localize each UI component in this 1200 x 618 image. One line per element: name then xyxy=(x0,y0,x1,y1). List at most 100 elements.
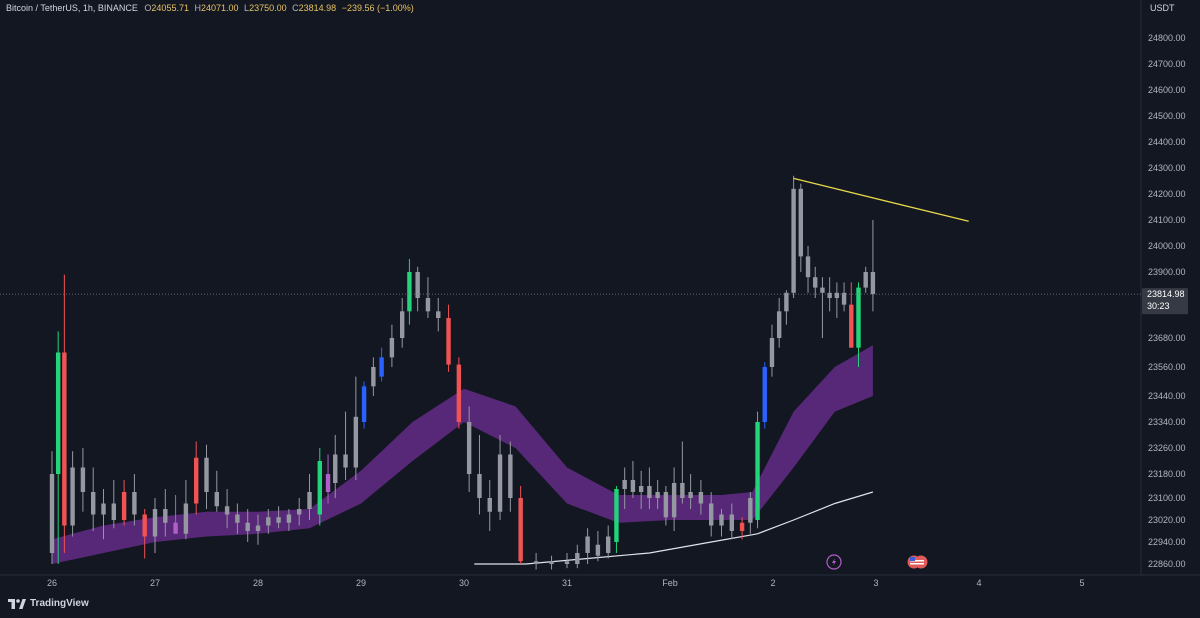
symbol-title[interactable]: Bitcoin / TetherUS, 1h, BINANCE xyxy=(6,3,138,13)
candle-body xyxy=(142,514,147,537)
candle-body xyxy=(49,474,55,553)
price-tick-label: 23560.00 xyxy=(1148,362,1186,372)
candle xyxy=(204,444,209,509)
candle xyxy=(371,357,376,396)
candle-body xyxy=(680,483,685,498)
lightning-icon[interactable] xyxy=(826,554,842,570)
candle-body xyxy=(739,522,745,531)
price-tick-label: 24600.00 xyxy=(1148,85,1186,95)
candle-body xyxy=(655,492,660,498)
candle xyxy=(266,509,271,534)
current-price-tag[interactable]: 23814.98 30:23 xyxy=(1142,288,1188,315)
candle-body xyxy=(111,503,116,520)
candle-body xyxy=(477,474,482,498)
candle-body xyxy=(606,536,611,553)
candle-body xyxy=(204,457,209,492)
candle-body xyxy=(446,318,451,365)
candle-body xyxy=(379,357,384,377)
close-key: C xyxy=(292,3,299,13)
candle xyxy=(647,467,652,509)
candle-body xyxy=(575,553,580,564)
candle-body xyxy=(671,483,677,518)
candle-body xyxy=(224,506,230,515)
price-axis-unit[interactable]: USDT xyxy=(1150,3,1175,13)
candle-body xyxy=(415,272,420,298)
candle-body xyxy=(173,522,178,534)
candle-body xyxy=(834,292,840,298)
candle xyxy=(353,376,359,480)
candle-body xyxy=(121,492,127,520)
price-tick-label: 23680.00 xyxy=(1148,333,1186,343)
candle xyxy=(132,474,137,526)
price-tick-label: 23340.00 xyxy=(1148,417,1186,427)
candle-body xyxy=(849,304,854,348)
candle xyxy=(870,220,876,312)
candle-body xyxy=(827,292,832,298)
us-flag-icon[interactable] xyxy=(907,555,928,569)
price-tick-label: 23180.00 xyxy=(1148,469,1186,479)
candle xyxy=(91,467,96,531)
candle xyxy=(456,357,462,429)
candle-body xyxy=(647,486,652,498)
candle xyxy=(325,454,331,504)
price-tick-label: 22860.00 xyxy=(1148,559,1186,569)
candle xyxy=(813,266,818,298)
price-tick-label: 24500.00 xyxy=(1148,111,1186,121)
candle-body xyxy=(235,514,240,523)
resistance-trend-line[interactable] xyxy=(793,177,969,222)
candle-body xyxy=(371,367,376,387)
candle-body xyxy=(91,492,96,515)
candle-body xyxy=(80,467,86,492)
candle xyxy=(55,331,61,564)
price-tick-label: 24300.00 xyxy=(1148,163,1186,173)
candle xyxy=(415,266,420,312)
time-tick-label: 3 xyxy=(873,578,878,588)
candle xyxy=(317,448,322,526)
candle-body xyxy=(755,422,760,520)
candle-body xyxy=(798,188,804,257)
candle xyxy=(389,324,395,367)
candle xyxy=(630,461,636,498)
candle-body xyxy=(361,386,367,422)
candle-body xyxy=(784,292,789,312)
candle xyxy=(564,553,570,569)
candle xyxy=(739,517,745,540)
candle-body xyxy=(152,509,158,537)
candle xyxy=(101,489,106,540)
candle xyxy=(820,277,825,338)
close-value: 23814.98 xyxy=(298,3,337,13)
candle xyxy=(333,435,338,498)
candle-body xyxy=(307,492,312,509)
price-tick-label: 22940.00 xyxy=(1148,537,1186,547)
candle-body xyxy=(487,498,492,512)
candle xyxy=(400,298,405,348)
candle xyxy=(214,470,219,512)
candle xyxy=(297,498,302,526)
candle-body xyxy=(729,514,734,531)
candle-body xyxy=(719,514,724,526)
candle xyxy=(638,470,644,509)
candle xyxy=(343,411,348,480)
candle xyxy=(80,448,86,512)
candle-body xyxy=(549,561,554,564)
candle xyxy=(466,406,472,492)
candle-body xyxy=(276,517,281,523)
candle-body xyxy=(70,467,75,526)
candle-body xyxy=(762,367,767,422)
candle-body xyxy=(62,352,67,526)
current-price-label: 23814.98 xyxy=(1147,289,1185,299)
candle-body xyxy=(614,489,619,542)
price-tick-label: 23100.00 xyxy=(1148,493,1186,503)
time-tick-label: 4 xyxy=(976,578,981,588)
candle xyxy=(235,503,240,534)
candle-body xyxy=(317,461,322,515)
candle xyxy=(111,480,116,529)
open-key: O xyxy=(144,3,152,13)
price-tick-label: 23900.00 xyxy=(1148,267,1186,277)
candle xyxy=(585,528,590,564)
candle xyxy=(518,486,523,564)
price-tick-label: 24000.00 xyxy=(1148,241,1186,251)
tradingview-logo[interactable]: TradingView xyxy=(8,598,89,609)
price-tick-label: 23260.00 xyxy=(1148,443,1186,453)
